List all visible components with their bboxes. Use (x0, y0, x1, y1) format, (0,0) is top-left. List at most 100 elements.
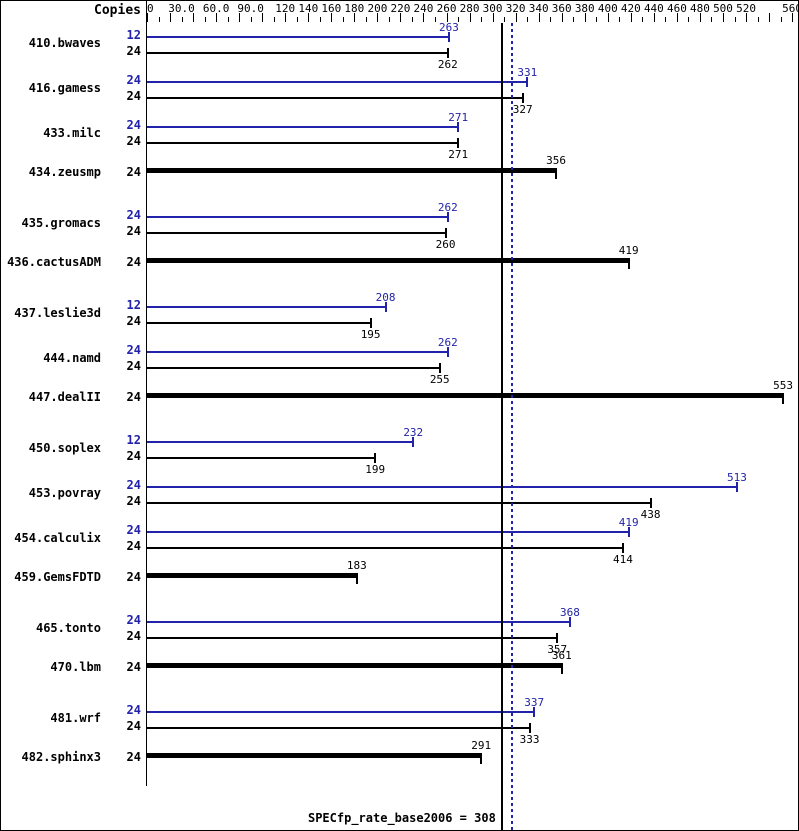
bar-value-label-base: 199 (365, 463, 386, 476)
bar-base (147, 258, 630, 263)
benchmark-name: 434.zeusmp (28, 165, 101, 179)
bar-value-label-base: 291 (471, 739, 492, 752)
x-axis-minor-tick (435, 17, 436, 22)
bar-value-label-base: 255 (429, 373, 450, 386)
bar-base (147, 168, 558, 173)
x-axis-major-tick (262, 13, 264, 22)
x-axis-major-tick (607, 13, 609, 22)
bar-base (147, 637, 559, 639)
copies-value-base: 24 (126, 750, 141, 764)
x-axis-major-tick (377, 13, 379, 22)
x-axis-tick-label: 400 (597, 2, 618, 15)
x-axis-tick-label: 300 (482, 2, 503, 15)
bar-value-label-base: 414 (612, 553, 633, 566)
benchmark-name: 470.lbm (50, 660, 101, 674)
bar-value-label-base: 327 (512, 103, 533, 116)
bar-value-label-peak: 419 (618, 516, 639, 529)
benchmark-name: 416.gamess (28, 81, 101, 95)
footer-base-score: SPECfp_rate_base2006 = 308 (307, 811, 496, 825)
copies-value-peak: 24 (126, 118, 141, 132)
bar-value-label-base: 419 (618, 244, 639, 257)
bar-end-cap-peak (533, 707, 536, 717)
x-axis-tick-label: 120 (275, 2, 296, 15)
bar-end-cap-peak (384, 302, 387, 312)
benchmark-name: 450.soplex (28, 441, 101, 455)
x-axis-major-tick (216, 13, 218, 22)
x-axis-minor-tick (227, 17, 229, 22)
bar-end-cap-base (649, 498, 652, 508)
plot-area (147, 23, 798, 786)
x-axis-minor-tick (365, 17, 367, 22)
x-axis-tick-label: 140 (298, 2, 319, 15)
bar-end-cap-peak (568, 617, 571, 627)
bar-peak (147, 81, 529, 83)
x-axis-minor-tick (780, 17, 782, 22)
x-axis-major-tick (653, 13, 655, 22)
bar-value-label-base: 357 (547, 643, 568, 656)
bar-end-cap-peak (735, 482, 738, 492)
copies-value-peak: 24 (126, 478, 141, 492)
bar-value-label-base: 195 (360, 328, 381, 341)
x-axis-minor-tick (573, 17, 575, 22)
copies-value-base: 24 (126, 629, 141, 643)
x-axis-major-tick (723, 13, 724, 22)
benchmark-name: 454.calculix (14, 531, 101, 545)
bar-peak (147, 216, 449, 218)
bar-value-label-peak: 368 (559, 606, 580, 619)
reference-line-base (500, 23, 503, 830)
bar-end-cap-base (521, 93, 524, 103)
copies-value-base: 24 (126, 719, 141, 733)
bar-value-label-peak: 271 (448, 111, 469, 124)
bar-value-label-base: 183 (346, 559, 367, 572)
benchmark-name: 465.tonto (35, 621, 101, 635)
copies-value-base: 24 (126, 89, 141, 103)
x-axis-major-tick (630, 13, 632, 22)
bar-value-label-peak: 232 (403, 426, 424, 439)
bar-end-cap-base (369, 318, 372, 328)
x-axis-major-tick (676, 13, 678, 22)
bar-base (147, 502, 652, 504)
x-axis-tick-label: 60.0 (202, 2, 230, 15)
copies-value-peak: 24 (126, 73, 141, 87)
bar-base (147, 367, 441, 369)
x-axis-minor-tick (619, 17, 621, 22)
bar-value-label-peak: 331 (517, 66, 538, 79)
benchmark-name: 435.gromacs (21, 216, 101, 230)
bar-value-label-peak: 208 (375, 291, 396, 304)
x-axis-tick-label: 460 (666, 2, 687, 15)
x-axis-tick-label: 90.0 (237, 2, 264, 15)
bar-value-label-base: 333 (519, 733, 540, 746)
x-axis-major-tick (170, 13, 172, 22)
x-axis-minor-tick (550, 17, 552, 22)
bar-end-cap-base (560, 663, 563, 674)
bar-value-label-base: 260 (435, 238, 456, 251)
x-axis-minor-tick (757, 17, 759, 22)
x-axis-minor-tick (596, 17, 598, 22)
bar-end-cap-base (444, 228, 447, 238)
x-axis-tick-label: 360 (551, 2, 572, 15)
x-axis-major-tick (400, 13, 402, 22)
copies-value-peak: 24 (126, 703, 141, 717)
copies-value-base: 24 (126, 660, 141, 674)
x-axis-minor-tick (734, 17, 736, 22)
x-axis-minor-tick (688, 17, 690, 22)
copies-value-base: 24 (126, 224, 141, 238)
bar-end-cap-peak (447, 32, 450, 42)
bar-end-cap-base (355, 573, 358, 584)
bar-end-cap-base (627, 258, 630, 269)
x-axis-major-tick (354, 13, 356, 22)
copies-value-peak: 12 (126, 28, 141, 42)
x-axis-minor-tick (458, 17, 460, 22)
bar-end-cap-base (556, 633, 559, 643)
bar-value-label-peak: 513 (727, 471, 747, 484)
bar-value-label-base: 438 (640, 508, 661, 521)
x-axis-tick-label: 0 (147, 2, 154, 15)
bar-end-cap-base (374, 453, 377, 463)
copies-value-base: 24 (126, 314, 141, 328)
x-axis-major-tick (446, 13, 448, 22)
x-axis-major-tick (423, 13, 425, 22)
copies-value-base: 24 (126, 255, 141, 269)
bar-base (147, 547, 624, 549)
x-axis-tick-label: 340 (528, 2, 549, 15)
bar-base (147, 232, 447, 234)
